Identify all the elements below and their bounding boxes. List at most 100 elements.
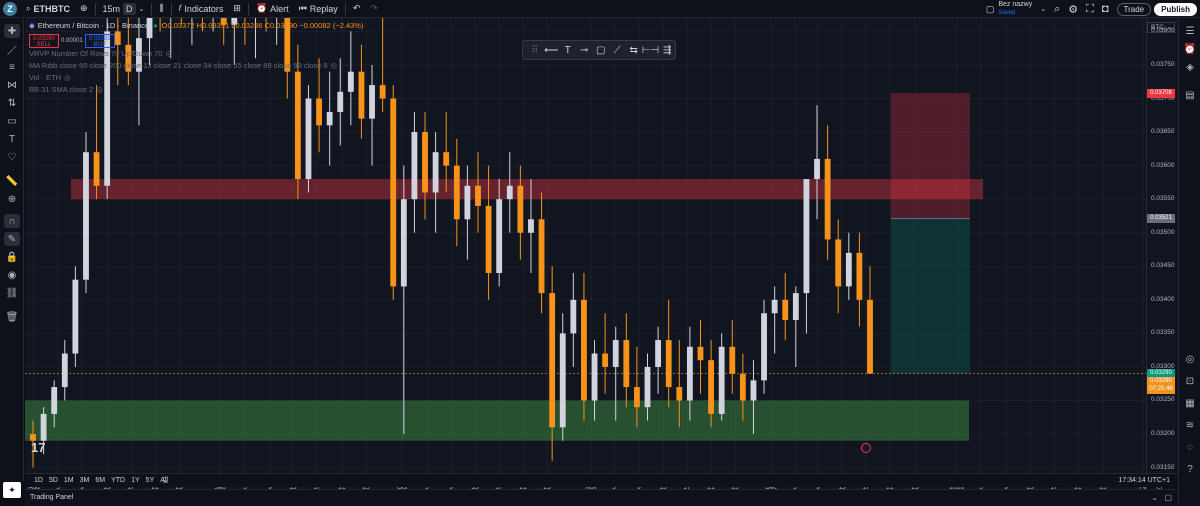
eye-icon[interactable]: ◉ [7, 269, 17, 281]
eye-icon[interactable]: ◎ [330, 61, 338, 70]
sell-button[interactable]: 0.03290 SELL [29, 34, 59, 48]
redo-button[interactable]: ↷ [365, 0, 383, 18]
trade-button[interactable]: Trade [1116, 2, 1152, 16]
range-button[interactable]: 5Y [145, 477, 155, 484]
candle-body [93, 152, 100, 186]
trading-panel-label[interactable]: Trading Panel [30, 494, 74, 501]
target-icon[interactable]: ◎ [1185, 353, 1195, 365]
price-scale[interactable]: BTC ⌄ 0.03800 0.03750 0.03700 0.03650 0.03600… [1146, 18, 1178, 481]
maximize-icon[interactable]: ▢ [1164, 493, 1172, 502]
collapse-icon[interactable]: ⌄ [1151, 493, 1158, 502]
range-button[interactable]: 6M [95, 477, 106, 484]
chevron-down-icon[interactable]: ⌄ [1040, 6, 1047, 13]
price-chart[interactable] [25, 18, 1146, 481]
symbol-search[interactable]: ⌕ ETHBTC [21, 0, 75, 18]
alert-button[interactable]: ⏰ Alert [251, 0, 294, 18]
range-buttons: 1D 5D 1M 3M 6M YTD 1Y 5Y All [31, 477, 171, 484]
utc-clock[interactable]: 17:34:14 UTC+1 [1118, 477, 1170, 484]
chart-icon[interactable]: ⊡ [1185, 375, 1195, 387]
camera-icon[interactable]: ◘ [1101, 3, 1109, 15]
horizontal-ray-icon[interactable]: ⊸ [580, 44, 589, 56]
compare-button[interactable]: ⊕ [79, 3, 88, 13]
range-button[interactable]: YTD [111, 477, 126, 484]
layers-icon[interactable]: ◈ [1186, 61, 1194, 73]
text-tool-icon[interactable]: T [564, 44, 571, 56]
lock-icon[interactable]: 🔒 [5, 251, 19, 263]
settings-icon[interactable]: ⚙ [1068, 3, 1079, 16]
rectangle-icon[interactable]: ▢ [596, 44, 606, 56]
eye-icon[interactable]: ◎ [64, 73, 71, 82]
heart-icon[interactable]: ♡ [7, 151, 17, 163]
entry-price-badge: 0.03521 [1147, 214, 1175, 224]
candle-body [347, 71, 354, 92]
zoom-icon[interactable]: ⊕ [7, 193, 17, 205]
range-button[interactable]: 1M [63, 477, 74, 484]
fib-icon[interactable]: ≡ [9, 61, 15, 73]
range-button[interactable]: 1D [34, 477, 43, 484]
feed-icon[interactable]: ≋ [1185, 419, 1195, 431]
time-tick-label: 17 [862, 484, 870, 491]
trash-icon[interactable]: 🗑 [5, 311, 19, 323]
trading-panel[interactable]: Trading Panel ⌄ ▢ [25, 489, 1178, 506]
candle-body [506, 185, 513, 200]
templates-button[interactable]: ⊞ [228, 0, 246, 18]
grid-icon: ⊞ [233, 3, 241, 13]
brush-icon[interactable]: ▭ [7, 115, 17, 127]
range-button[interactable]: All [160, 477, 169, 484]
target-icon[interactable] [861, 443, 871, 453]
channel-icon[interactable]: ⇆ [629, 44, 638, 56]
pattern-icon[interactable]: ⋈ [7, 79, 17, 91]
position-icon[interactable]: ⇶ [663, 44, 672, 56]
eye-icon[interactable]: ◎ [165, 49, 173, 58]
range-button[interactable]: 3M [79, 477, 90, 484]
undo-button[interactable]: ↶ [348, 0, 366, 18]
time-tick-label: Nov [585, 484, 597, 491]
chart-canvas[interactable]: ◆ Ethereum / Bitcoin · 1D · Binance ● O0… [25, 18, 1146, 481]
calendar-range-icon[interactable]: ⌸ [163, 476, 168, 485]
help-icon[interactable]: ? [1187, 463, 1193, 475]
ruler-icon[interactable]: 📏 [5, 175, 19, 187]
indicators-button[interactable]: 𝑓 Indicators [174, 0, 229, 18]
alerts-icon[interactable]: ⏰ [1183, 43, 1197, 55]
layout-name[interactable]: Bez nazwy Saved [998, 1, 1032, 17]
crosshair-icon[interactable]: ✚ [4, 24, 20, 38]
calendar-icon[interactable]: ▦ [1185, 397, 1195, 409]
eye-icon[interactable]: ◎ [96, 85, 103, 94]
arrow-left-icon[interactable]: ⟵ [544, 44, 559, 56]
legend-ohlc: O0.03372 H0.03391 L0.03286 C0.03290 −0.0… [161, 21, 364, 30]
fullscreen-icon[interactable]: ⛶ [1086, 2, 1094, 15]
indicator-row[interactable]: BB 31 SMA close 2 ◎ [29, 84, 363, 96]
long-position-icon[interactable]: ⇅ [7, 97, 17, 109]
buy-button[interactable]: 0.03291 BUY [84, 34, 115, 48]
trend-line-icon[interactable]: ／ [7, 45, 17, 57]
text-icon[interactable]: T [8, 133, 16, 145]
drag-handle-icon[interactable]: ⠿ [531, 44, 539, 56]
publish-button[interactable]: Publish [1154, 2, 1197, 16]
indicator-row[interactable]: VRVP Number Of Rows 70 Up/Down 70 ◎ [29, 48, 363, 60]
drawing-mode-icon[interactable]: ✎ [4, 232, 20, 246]
date-range-icon[interactable]: ⊢⊣ [641, 44, 660, 56]
layout-icon[interactable]: ▢ [985, 3, 995, 14]
watchlist-icon[interactable]: ☰ [1185, 25, 1195, 37]
tradingview-home-icon[interactable]: ✦ [3, 482, 21, 498]
logo-icon[interactable]: Z [3, 1, 17, 16]
range-button[interactable]: 1Y [131, 477, 140, 484]
range-button[interactable]: 5D [48, 477, 58, 484]
candle-body [867, 299, 873, 374]
currency-selector[interactable]: BTC ⌄ [1147, 22, 1175, 33]
replay-button[interactable]: ⏮ Replay [294, 0, 343, 18]
range-selector-row: 1D 5D 1M 3M 6M YTD 1Y 5Y All ⌸ 17:34:14 UTC+1 [25, 473, 1178, 487]
time-tick-label: 9 [637, 484, 641, 491]
link-icon[interactable]: ⛓ [5, 287, 19, 299]
magnet-icon[interactable]: ∩ [4, 214, 20, 228]
indicator-row[interactable]: Vol · ETH ◎ [29, 72, 363, 84]
indicator-row[interactable]: MA Ribb close 50 close 200 close 13 clos… [29, 60, 363, 72]
line-icon[interactable]: ⟋ [613, 44, 621, 56]
interval-selector[interactable]: 15m D ⌄ [98, 0, 150, 18]
goto-date-icon[interactable]: ⊡ [1156, 484, 1163, 493]
bell-icon[interactable]: ◌ [1187, 441, 1193, 453]
chat-icon[interactable]: ▤ [1185, 89, 1195, 101]
time-tick-label: 9 [449, 484, 453, 491]
chart-type-button[interactable]: ⫼ [154, 0, 168, 18]
quick-search-icon[interactable]: ⌕ [1054, 2, 1061, 15]
